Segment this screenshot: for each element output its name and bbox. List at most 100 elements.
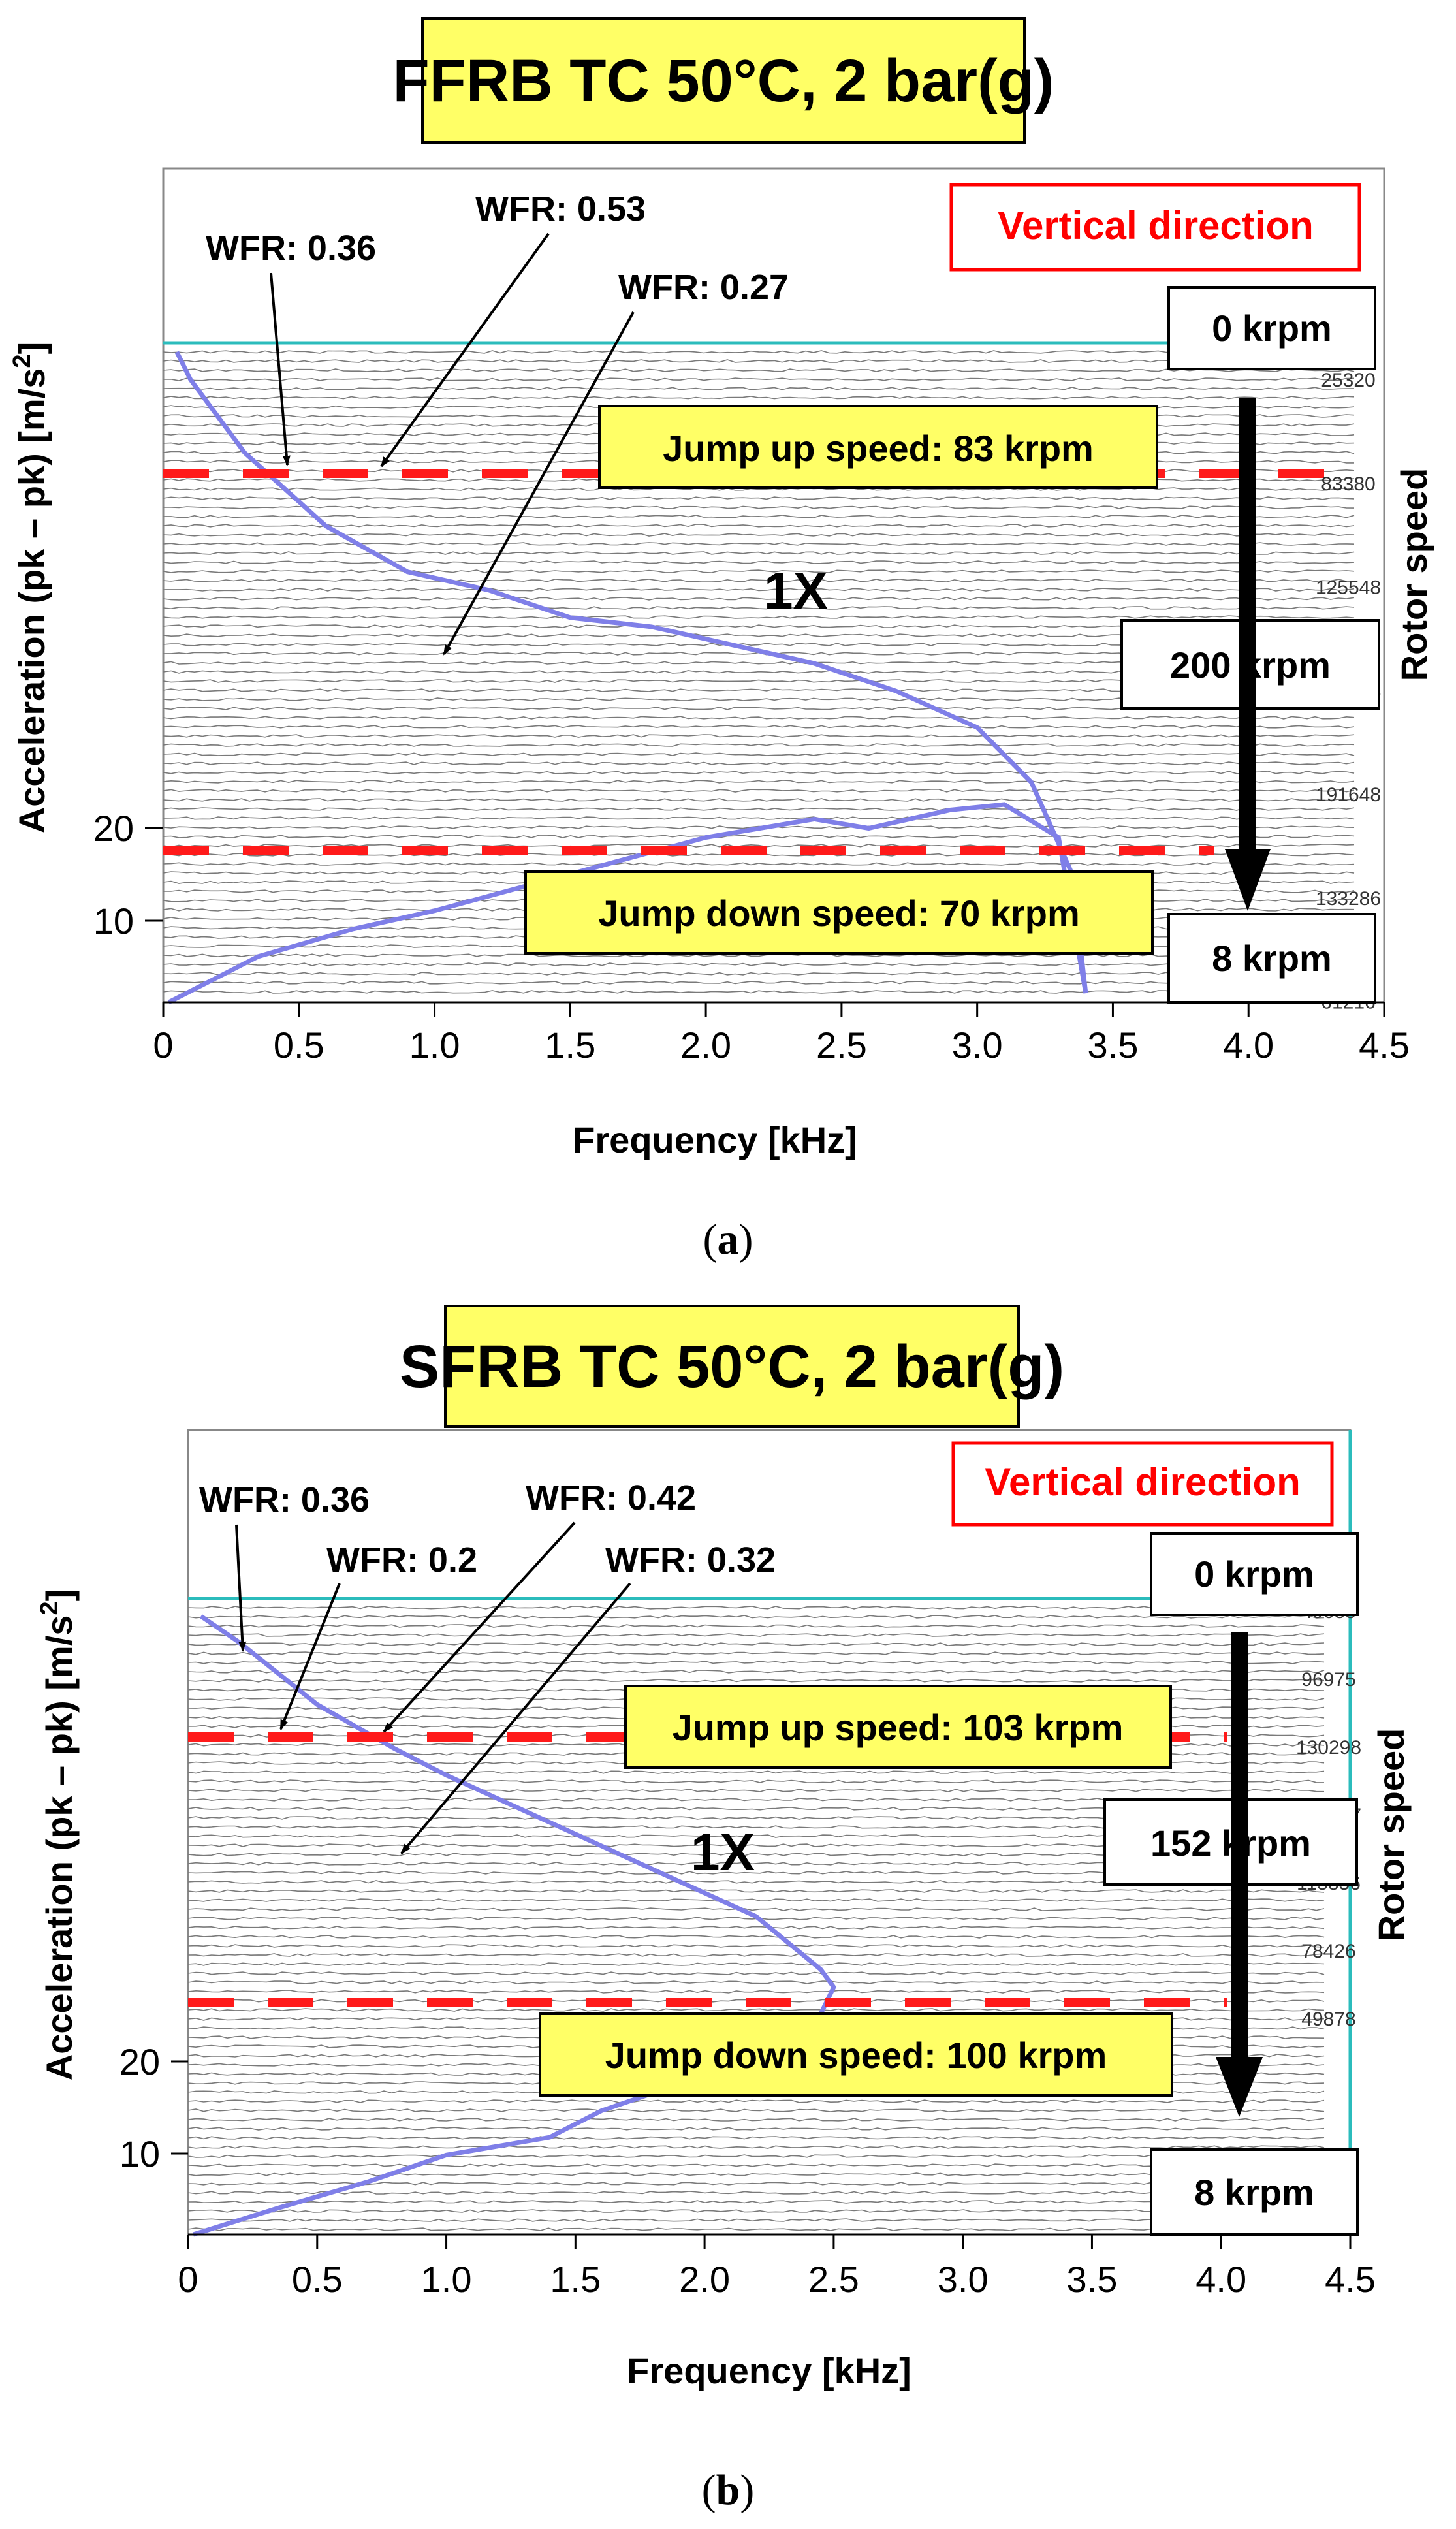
waterfall-trace (187, 2145, 1325, 2149)
title-box-a (421, 17, 1026, 144)
waterfall-trace (163, 771, 1355, 774)
waterfall-trace (187, 1770, 1325, 1774)
x-tick-label: 1.0 (409, 1025, 460, 1066)
ytick-label-20-a: 20 (93, 808, 134, 849)
wfr-arrow-1-a (380, 232, 550, 468)
waterfall-trace (163, 972, 1355, 976)
waterfall-trace (163, 350, 1355, 354)
waterfall-trace (163, 524, 1355, 528)
waterfall-trace (187, 2136, 1325, 2140)
waterfall-trace (187, 1898, 1325, 1902)
ylabel-sup-b: 2 (36, 1601, 63, 1615)
rotor-speed-number: 130298 (1296, 1737, 1361, 1758)
waterfall-trace (163, 560, 1355, 564)
caption-a: (a) (703, 1216, 753, 1264)
waterfall-trace (163, 615, 1355, 619)
speed-box-2-b (1150, 2148, 1359, 2236)
waterfall-trace (163, 844, 1355, 848)
direction-label-b: Vertical direction (985, 1460, 1301, 1504)
wfr-arrow-2-a (443, 311, 635, 656)
onex-curve-a (167, 351, 1088, 1005)
wfr-arrow-2-b (383, 1521, 576, 1733)
x-tick-label: 4.5 (1325, 2259, 1376, 2300)
waterfall-trace (187, 2008, 1325, 2012)
speed-box-0-a (1167, 286, 1376, 370)
wfr-label-2-a: WFR: 0.27 (618, 268, 789, 307)
wfr-arrow-0-a (270, 272, 291, 466)
waterfall-trace (163, 569, 1355, 573)
waterfall-trace (163, 962, 1355, 966)
jump-up-box-b (624, 1685, 1172, 1769)
jump-down-label-b: Jump down speed: 100 krpm (605, 2035, 1107, 2076)
waterfall-trace (163, 505, 1355, 509)
waterfall-trace (187, 2227, 1325, 2231)
waterfall-trace (187, 2099, 1325, 2103)
rotor-arrow-shaft-a (1239, 398, 1256, 855)
waterfall-trace (187, 1606, 1325, 1610)
x-tick-label: 4.0 (1195, 2259, 1246, 2300)
waterfall-trace (187, 2218, 1325, 2222)
waterfall-trace (163, 515, 1355, 518)
waterfall-trace (163, 588, 1355, 592)
x-tick-label: 2.0 (679, 2259, 730, 2300)
waterfall-trace (163, 725, 1355, 729)
wfr-label-1-a: WFR: 0.53 (475, 189, 646, 229)
wfr-label-1-b: WFR: 0.2 (326, 1540, 477, 1580)
onex-label-b: 1X (691, 1823, 755, 1881)
waterfall-trace (187, 2108, 1325, 2112)
waterfall-trace (163, 743, 1355, 747)
x-tick-label: 2.5 (816, 1025, 867, 1066)
x-tick-label: 3.5 (1067, 2259, 1118, 2300)
ytick-label-10-b: 10 (119, 2133, 160, 2174)
waterfall-trace (163, 761, 1355, 765)
waterfall-trace (187, 1926, 1325, 1930)
jump-down-box-b (539, 2012, 1173, 2097)
waterfall-trace (187, 1990, 1325, 1994)
rotor-speed-number: 96975 (1301, 1669, 1355, 1691)
jump-up-label-a: Jump up speed: 83 krpm (663, 428, 1094, 469)
waterfall-trace (187, 1679, 1325, 1683)
x-tick-label: 1.5 (550, 2259, 601, 2300)
waterfall-trace (163, 579, 1355, 582)
wfr-label-3-b: WFR: 0.32 (605, 1540, 776, 1580)
waterfall-trace (163, 789, 1355, 793)
waterfall-trace (163, 359, 1355, 363)
waterfall-trace (187, 2209, 1325, 2213)
x-tick-label: 2.5 (808, 2259, 859, 2300)
direction-label-a: Vertical direction (998, 204, 1314, 247)
waterfall-trace (163, 368, 1355, 372)
wfr-arrow-0-b (235, 1524, 247, 1652)
ylabel-main-b: Acceleration (pk – pk) [m/s (39, 1615, 80, 2081)
rotor-arrow-head-b (1216, 2057, 1263, 2117)
ylabel-main-a: Acceleration (pk – pk) [m/s (11, 368, 52, 834)
ylabel-a: Acceleration (pk – pk) [m/s2] (8, 342, 52, 833)
waterfall-trace (163, 798, 1355, 802)
x-tick-label: 0 (178, 2259, 198, 2300)
waterfall-trace (163, 807, 1355, 811)
rotor-speed-number: 49878 (1301, 2009, 1355, 2030)
x-tick-label: 1.0 (421, 2259, 472, 2300)
x-tick-label: 0 (153, 1025, 173, 1066)
title-b: SFRB TC 50°C, 2 bar(g) (400, 1333, 1064, 1400)
waterfall-trace (163, 377, 1355, 381)
x-tick-label: 4.5 (1359, 1025, 1410, 1066)
jump-up-label-b: Jump up speed: 103 krpm (673, 1707, 1124, 1748)
waterfall-trace (163, 606, 1355, 610)
x-tick-label: 2.0 (680, 1025, 731, 1066)
waterfall-trace (187, 2191, 1325, 2195)
jump-down-label-a: Jump down speed: 70 krpm (598, 893, 1080, 934)
x-tick-label: 4.0 (1223, 1025, 1274, 1066)
waterfall-trace (187, 1962, 1325, 1966)
jump-up-box-a (598, 405, 1158, 489)
waterfall-trace (163, 734, 1355, 738)
waterfall-trace (163, 533, 1355, 537)
title-box-b (444, 1305, 1020, 1428)
waterfall-trace (187, 1953, 1325, 1957)
panel-b: SFRB TC 50°C, 2 bar(g) 49688969751302981… (36, 1305, 1412, 2514)
waterfall-trace (163, 542, 1355, 546)
waterfall-trace (187, 1661, 1325, 1664)
x-tick-label: 0.5 (292, 2259, 343, 2300)
waterfall-trace (187, 2182, 1325, 2186)
rotor-speed-number: 125548 (1316, 577, 1381, 599)
waterfall-trace (187, 1944, 1325, 1948)
